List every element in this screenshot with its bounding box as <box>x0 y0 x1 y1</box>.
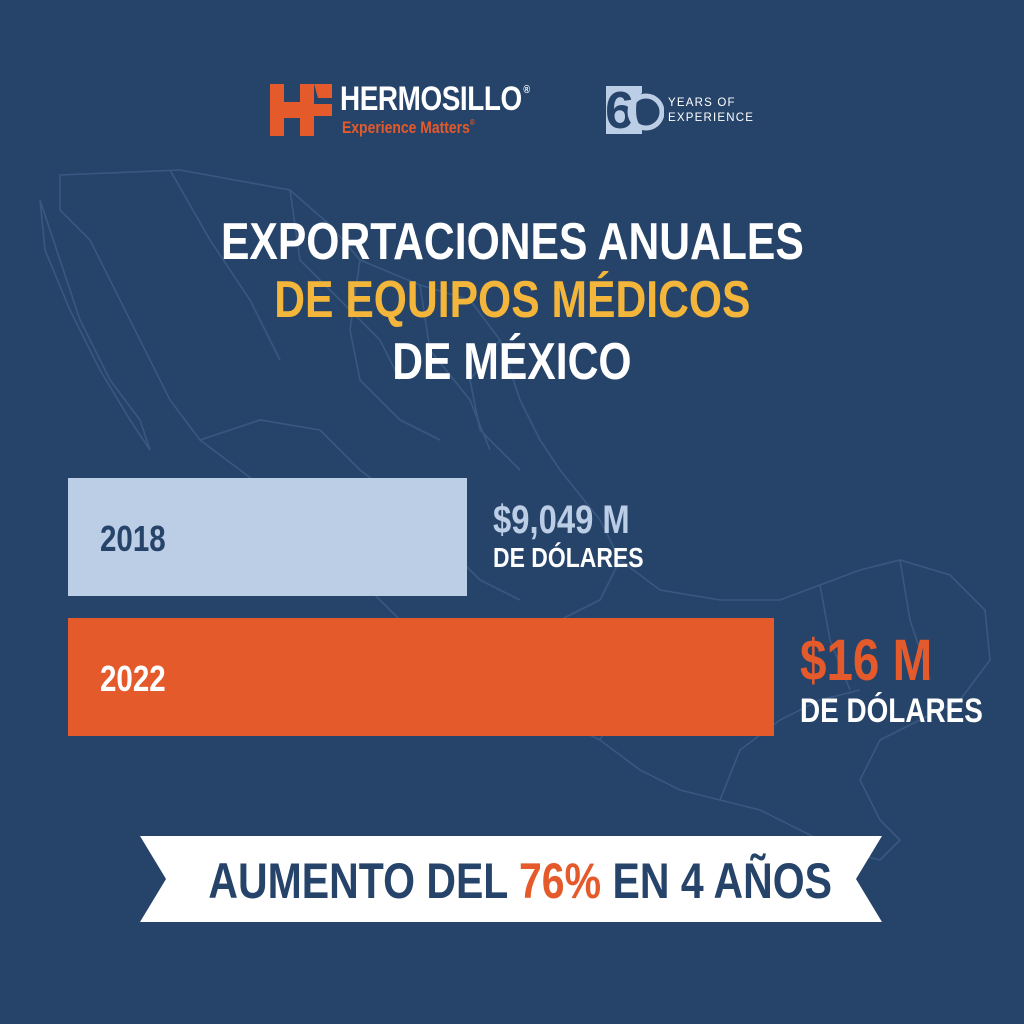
hermosillo-logo-icon <box>270 84 332 136</box>
sixty-years-badge-icon: 60 <box>606 82 664 136</box>
years-line-1: YEARS OF <box>668 97 736 109</box>
banner-prefix: AUMENTO DEL <box>208 853 508 909</box>
banner-highlight: 76% <box>519 853 602 909</box>
chart-title-line-2: DE EQUIPOS MÉDICOS <box>273 271 751 329</box>
brand-name: HERMOSILLO ® <box>340 80 530 118</box>
bar-value-label: $9,049 M <box>493 498 630 542</box>
chart-title-line-3: DE MÉXICO <box>392 333 632 391</box>
bar-2018: 2018 <box>68 478 467 596</box>
bar-unit-label: DE DÓLARES <box>493 542 644 573</box>
bar-2022: 2022 <box>68 618 774 736</box>
bar-category-label: 2022 <box>100 658 166 699</box>
years-of-experience: YEARS OF EXPERIENCE <box>668 96 754 126</box>
banner-ribbon <box>140 836 882 922</box>
bar-category-label: 2018 <box>100 518 166 559</box>
years-line-2: EXPERIENCE <box>668 112 755 124</box>
chart-title-line-1: EXPORTACIONES ANUALES <box>220 213 804 271</box>
bar-unit-label: DE DÓLARES <box>800 692 983 730</box>
increase-banner-text: AUMENTO DEL 76% EN 4 AÑOS <box>140 852 882 910</box>
brand-tagline: Experience Matters® <box>342 118 475 137</box>
banner-suffix: EN 4 AÑOS <box>612 853 832 909</box>
bar-value-label: $16 M <box>800 628 933 693</box>
